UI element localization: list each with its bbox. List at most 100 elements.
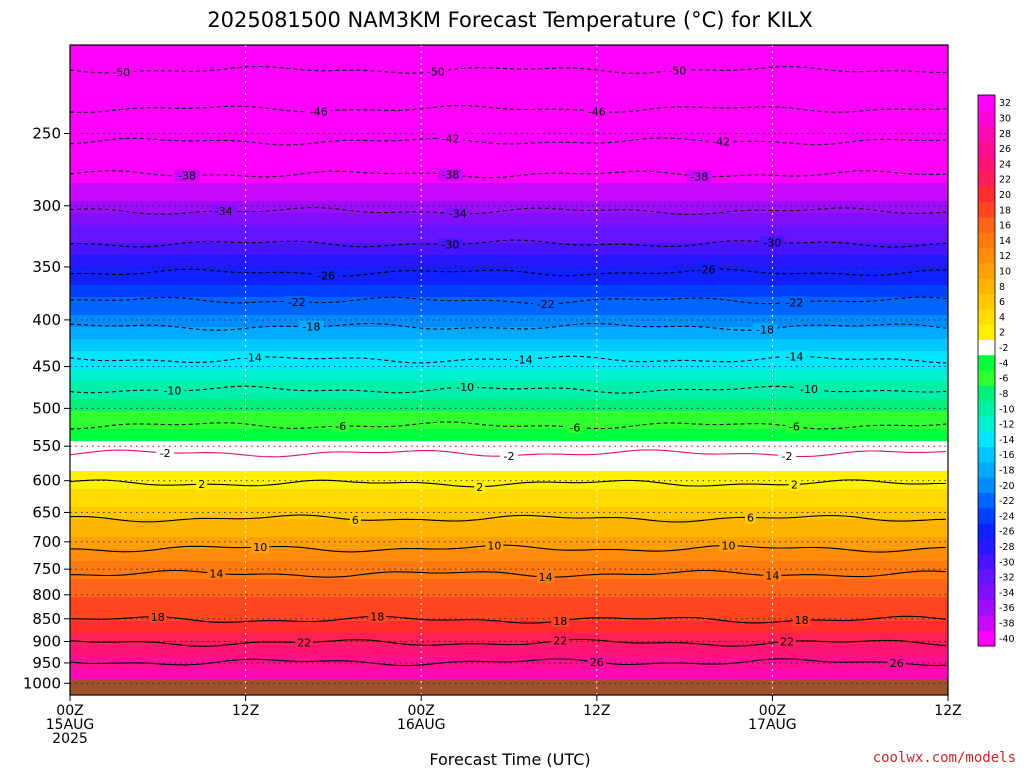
temperature-band (70, 213, 948, 220)
y-tick-label: 850 (32, 610, 61, 628)
isotherm-label: -14 (244, 351, 262, 364)
colorbar-frame (977, 94, 996, 647)
temperature-band (70, 621, 948, 628)
isotherm-label: -34 (449, 208, 467, 221)
temperature-band (70, 627, 948, 634)
temperature-band (70, 129, 948, 136)
colorbar-label: -12 (999, 420, 1015, 431)
isotherm-label: -2 (160, 447, 171, 460)
colorbar-label: 6 (999, 297, 1005, 308)
isotherm-label-bg (778, 635, 797, 648)
colorbar-swatch (978, 569, 995, 586)
colorbar-swatch (978, 263, 995, 280)
colorbar-swatch (978, 538, 995, 555)
temperature-band (70, 525, 948, 532)
temperature-band (70, 165, 948, 172)
isotherm-label-bg (796, 383, 822, 396)
temperature-band (70, 63, 948, 70)
temperature-band (70, 555, 948, 562)
x-tick-label: 15AUG (46, 717, 95, 733)
isotherm-label-bg (159, 384, 185, 397)
colorbar-swatch (978, 584, 995, 601)
temperature-band (70, 111, 948, 118)
isotherm-label: 18 (151, 611, 165, 624)
temperature-band (70, 219, 948, 226)
colorbar-label: 12 (999, 251, 1011, 262)
isotherm-label: 2 (476, 481, 483, 494)
temperature-band (70, 435, 948, 442)
credit-link[interactable]: coolwx.com/models (873, 750, 1016, 766)
temperature-band (70, 69, 948, 76)
colorbar-label: 26 (999, 144, 1011, 155)
isotherm-label-bg (565, 421, 584, 434)
colorbar-swatch (978, 492, 995, 509)
isotherm-line (70, 514, 947, 523)
temperature-band (70, 567, 948, 574)
temperature-band (70, 501, 948, 508)
isotherm-label-bg (788, 478, 800, 491)
isotherm-label: 18 (795, 614, 809, 627)
isotherm-label: -50 (668, 64, 686, 77)
colorbar-label: -2 (999, 343, 1008, 354)
isotherm-label-bg (511, 353, 537, 366)
temperature-band (70, 189, 948, 196)
x-tick-label: 12Z (934, 703, 961, 719)
isotherm-label: -42 (441, 133, 459, 146)
isotherm-label: 26 (890, 657, 904, 670)
colorbar-label: 14 (999, 236, 1011, 247)
colorbar-label: -16 (999, 450, 1015, 461)
isotherm-label: 14 (539, 571, 553, 584)
y-tick-label: 250 (32, 124, 61, 142)
isotherm-label: -34 (215, 205, 233, 218)
chart-title: 2025081500 NAM3KM Forecast Temperature (… (207, 8, 812, 32)
isotherm-label: -38 (441, 169, 459, 182)
x-tick-label: 00Z (407, 703, 434, 719)
temperature-band (70, 339, 948, 346)
temperature-band (70, 297, 948, 304)
isotherm-label-bg (752, 323, 778, 336)
isotherm-line (70, 170, 947, 179)
temperature-band (70, 273, 948, 280)
temperature-band (70, 591, 948, 598)
temperature-band (70, 603, 948, 610)
temperature-band (70, 495, 948, 502)
temperature-band (70, 183, 948, 190)
isotherm-label: 18 (370, 610, 384, 623)
colorbar-swatch (978, 554, 995, 570)
isotherm-line (70, 544, 946, 553)
temperature-band (70, 117, 948, 124)
y-tick-label: 950 (32, 654, 61, 672)
x-tick-label: 16AUG (397, 717, 446, 733)
isotherm-label: 22 (780, 635, 794, 648)
isotherm-label: -30 (441, 238, 459, 251)
isotherm-label-bg (298, 320, 324, 333)
isotherm-line (70, 207, 947, 216)
temperature-band (70, 579, 948, 586)
isotherm-label: 10 (253, 541, 267, 554)
isotherm-label-bg (474, 480, 486, 493)
isotherm-label: -46 (310, 105, 328, 118)
temperature-band (70, 75, 948, 82)
isotherm-label: 22 (553, 635, 567, 648)
ground-surface (70, 680, 948, 695)
temperature-band (70, 123, 948, 130)
isotherm-line (70, 268, 946, 277)
temperature-bands (70, 45, 948, 695)
temperature-band (70, 675, 948, 682)
isotherm-label: -6 (789, 421, 800, 434)
isotherm-label-bg (759, 236, 785, 249)
isotherm-label: -10 (163, 385, 181, 398)
temperature-band (70, 459, 948, 466)
temperature-band (70, 633, 948, 640)
temperature-band (70, 51, 948, 58)
isotherm-label: 6 (352, 514, 359, 527)
isotherm-label-bg (437, 132, 463, 145)
colorbar-label: -26 (999, 527, 1015, 538)
isotherm-label-bg (551, 614, 570, 627)
isotherm-label-bg (792, 614, 811, 627)
isotherm-label-bg (284, 295, 310, 308)
isotherm-label-bg (306, 105, 332, 118)
colorbar-label: 20 (999, 190, 1011, 201)
colorbar-swatch (978, 615, 995, 632)
colorbar-label: -24 (999, 511, 1015, 522)
